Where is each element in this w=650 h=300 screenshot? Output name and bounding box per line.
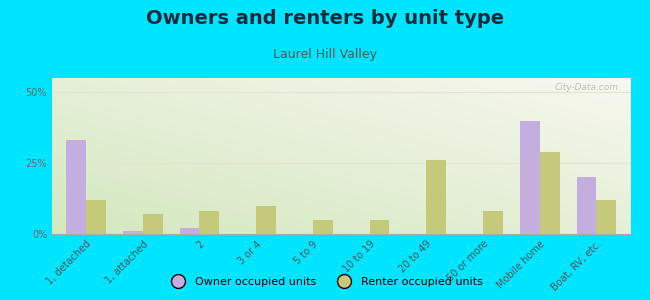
Bar	[66, 140, 86, 234]
Bar	[200, 211, 219, 234]
Bar	[577, 177, 597, 234]
Text: City-Data.com: City-Data.com	[555, 83, 619, 92]
Bar	[520, 121, 540, 234]
Text: Owners and renters by unit type: Owners and renters by unit type	[146, 9, 504, 28]
Bar	[143, 214, 162, 234]
Bar	[540, 152, 560, 234]
Bar	[483, 211, 503, 234]
Bar	[313, 220, 333, 234]
Bar	[256, 206, 276, 234]
Bar	[370, 220, 389, 234]
Bar	[426, 160, 446, 234]
Legend: Owner occupied units, Renter occupied units: Owner occupied units, Renter occupied un…	[163, 273, 487, 291]
Text: Laurel Hill Valley: Laurel Hill Valley	[273, 48, 377, 61]
Bar	[86, 200, 106, 234]
Bar	[597, 200, 616, 234]
Bar	[179, 228, 200, 234]
Bar	[123, 231, 143, 234]
